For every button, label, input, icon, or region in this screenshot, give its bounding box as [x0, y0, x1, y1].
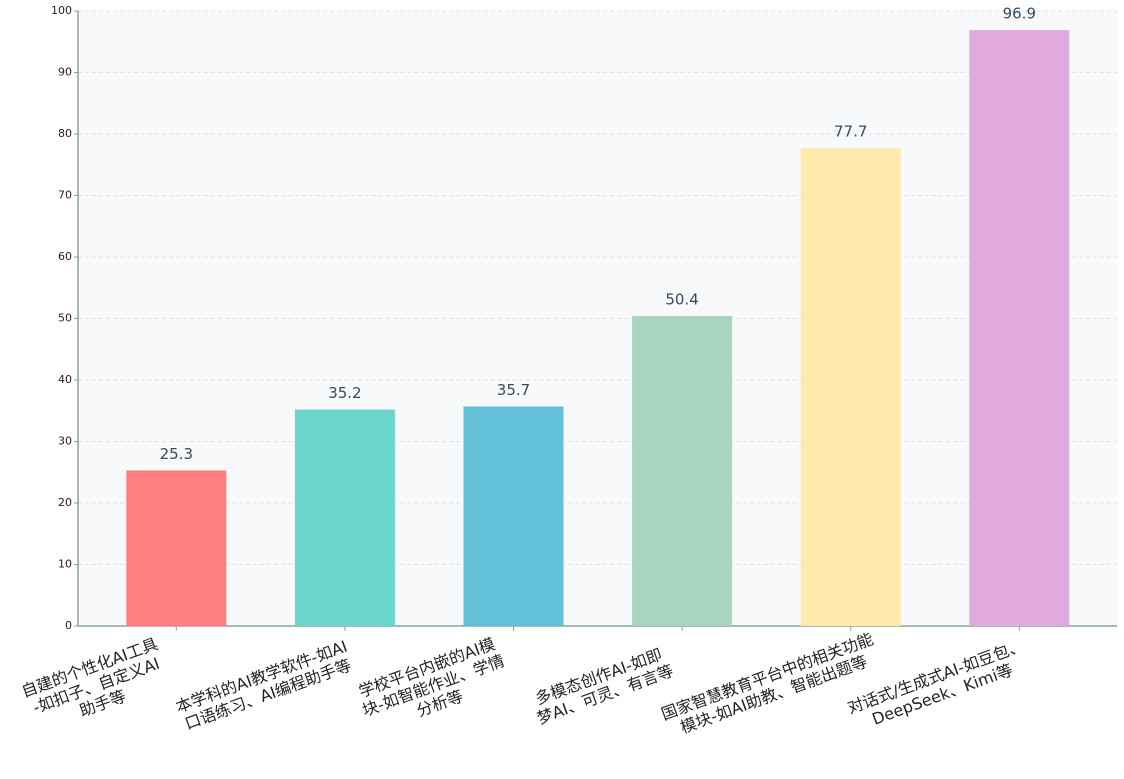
value-label: 25.3: [160, 445, 193, 463]
x-tick-label: 本学科的AI教学软件-如AI口语练习、AI编程助手等: [173, 636, 356, 734]
x-tick-label: 自建的个性化AI工具-如扣子、自定义AI助手等: [19, 634, 174, 737]
x-tick-label: 多模态创作AI-如即梦AI、可灵、有言等: [528, 643, 676, 728]
x-tick-label-group: 国家智慧教育平台中的相关功能模块-如AI助教、智能出题等: [659, 629, 883, 741]
value-label: 35.7: [497, 381, 530, 399]
y-tick-label: 50: [58, 312, 72, 325]
bar: [632, 316, 733, 626]
y-tick-label: 20: [58, 496, 72, 509]
x-tick-label-group: 自建的个性化AI工具-如扣子、自定义AI助手等: [19, 634, 174, 737]
y-tick-label: 80: [58, 127, 72, 140]
x-tick-label-group: 多模态创作AI-如即梦AI、可灵、有言等: [528, 643, 676, 728]
y-tick-label: 90: [58, 66, 72, 79]
value-label: 50.4: [665, 291, 698, 309]
bar: [294, 409, 395, 626]
y-tick-label: 60: [58, 250, 72, 263]
x-tick-label-group: 对话式/生成式AI-如豆包、DeepSeek、Kimi等: [845, 635, 1034, 735]
y-tick-label: 30: [58, 435, 72, 448]
y-tick-label: 10: [58, 558, 72, 571]
x-tick-label-group: 本学科的AI教学软件-如AI口语练习、AI编程助手等: [173, 636, 356, 734]
y-tick-label: 100: [51, 4, 72, 17]
x-tick-label-group: 学校平台内嵌的AI模块-如智能作业、学情分析等: [353, 633, 513, 738]
bar: [969, 30, 1070, 626]
bar: [126, 470, 227, 626]
value-label: 35.2: [328, 384, 361, 402]
x-tick-label: 国家智慧教育平台中的相关功能模块-如AI助教、智能出题等: [659, 629, 883, 741]
value-label: 77.7: [834, 123, 867, 141]
bar: [800, 148, 901, 626]
y-tick-label: 40: [58, 373, 72, 386]
x-tick-label: 对话式/生成式AI-如豆包、DeepSeek、Kimi等: [845, 635, 1034, 735]
value-label: 96.9: [1003, 5, 1036, 23]
bar: [463, 406, 564, 626]
x-tick-label: 学校平台内嵌的AI模块-如智能作业、学情分析等: [353, 633, 513, 738]
y-tick-label: 0: [65, 619, 72, 632]
y-tick-label: 70: [58, 189, 72, 202]
